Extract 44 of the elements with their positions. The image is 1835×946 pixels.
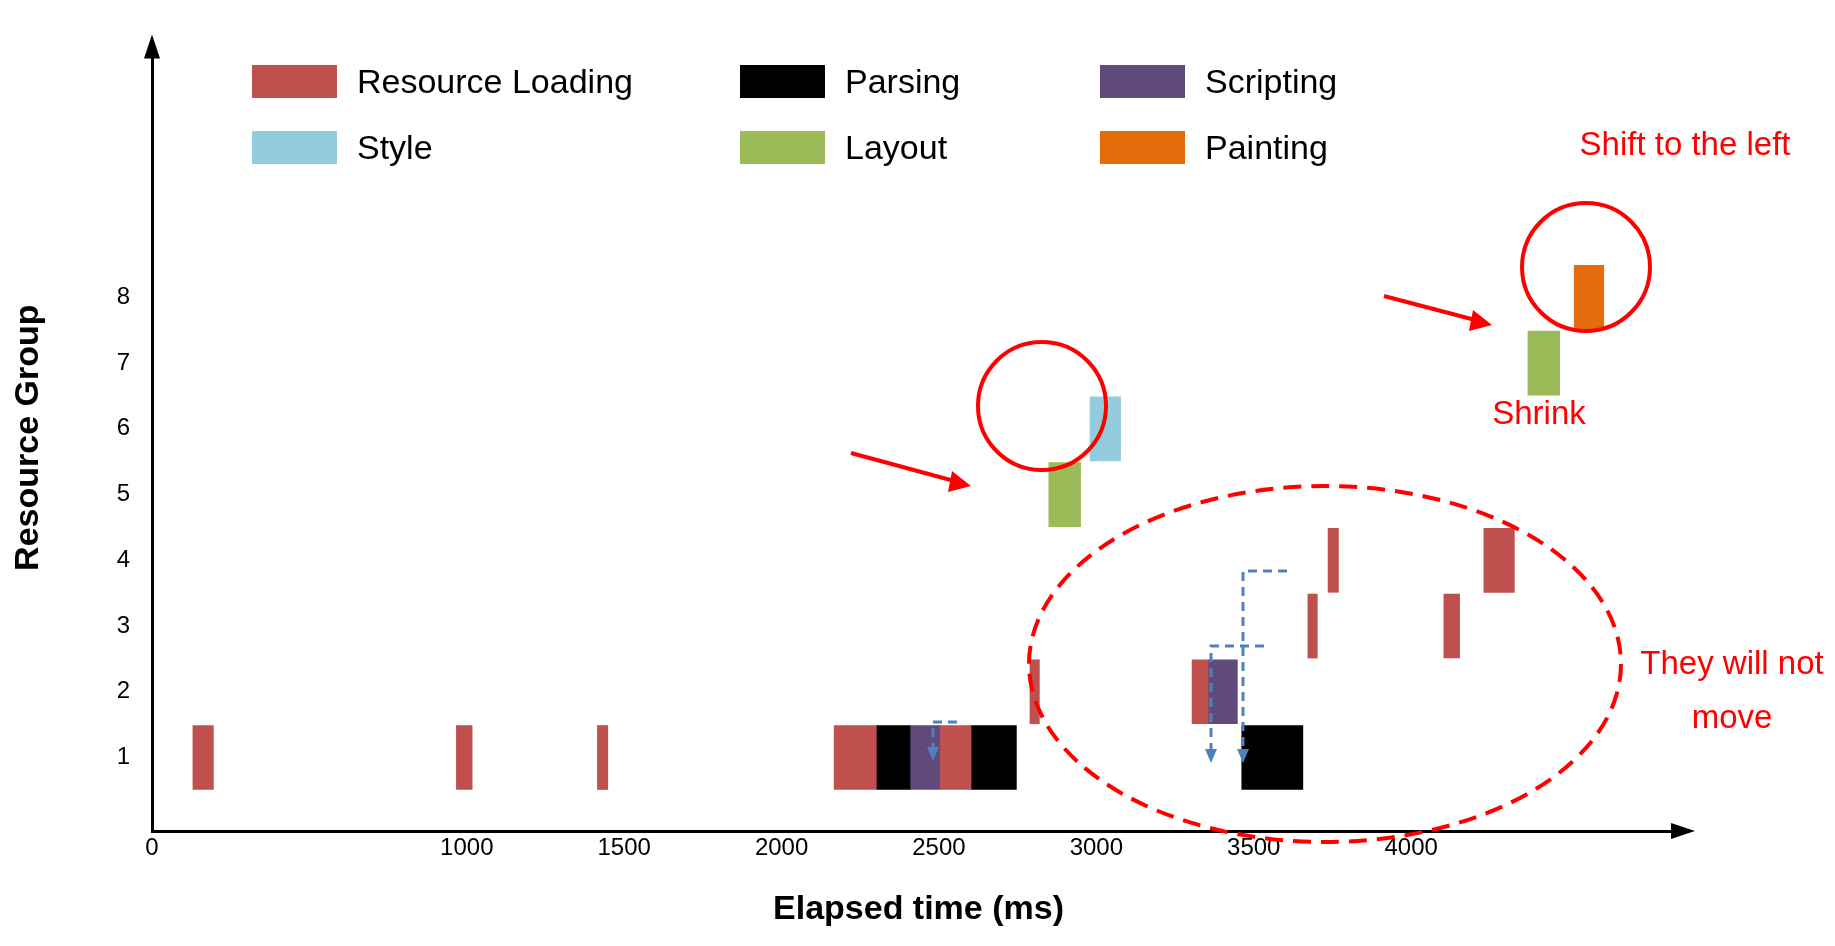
legend-label: Scripting (1205, 61, 1338, 101)
bar (192, 725, 214, 790)
y-tick-label: 8 (116, 281, 130, 309)
bar (1048, 462, 1081, 527)
annotation: They will not move (1639, 643, 1825, 737)
bar (1443, 593, 1460, 659)
x-tick-label: 1500 (597, 833, 651, 861)
annotation: Shrink (1492, 393, 1586, 433)
y-tick-label: 2 (116, 676, 130, 704)
x-tick-label: 2500 (912, 833, 966, 861)
x-tick-label: 3000 (1069, 833, 1124, 861)
bar (1527, 330, 1561, 396)
bar (456, 725, 473, 790)
bar (1307, 593, 1318, 659)
bar (940, 725, 972, 790)
bar (1241, 725, 1304, 790)
bar (875, 725, 911, 790)
x-tick-label: 0 (145, 833, 159, 861)
y-axis-title: Resource Group (6, 304, 45, 571)
y-tick-label: 6 (116, 413, 130, 441)
bar (1483, 527, 1515, 593)
y-tick-label: 1 (116, 742, 130, 770)
bar (597, 725, 609, 790)
bar (1191, 659, 1209, 725)
y-tick-label: 3 (116, 610, 130, 638)
y-tick-label: 5 (116, 479, 130, 507)
x-tick-label: 1000 (440, 833, 494, 861)
bar (970, 725, 1017, 790)
legend-label: Layout (845, 127, 948, 167)
y-tick-label: 4 (116, 544, 130, 572)
text: Shift to the left (1579, 124, 1791, 164)
legend-label: Parsing (845, 61, 961, 101)
x-axis-title: Elapsed time (ms) (773, 887, 1064, 926)
y-tick-label: 7 (116, 347, 130, 375)
legend-label: Style (357, 127, 433, 167)
bar (1573, 265, 1605, 330)
legend-label: Resource Loading (357, 61, 633, 101)
bar (1207, 659, 1238, 725)
legend-label: Painting (1205, 127, 1328, 167)
x-tick-label: 2000 (754, 833, 809, 861)
bar (833, 725, 877, 790)
bar (909, 725, 941, 790)
bar (1327, 527, 1339, 593)
x-tick-label: 4000 (1384, 833, 1438, 861)
